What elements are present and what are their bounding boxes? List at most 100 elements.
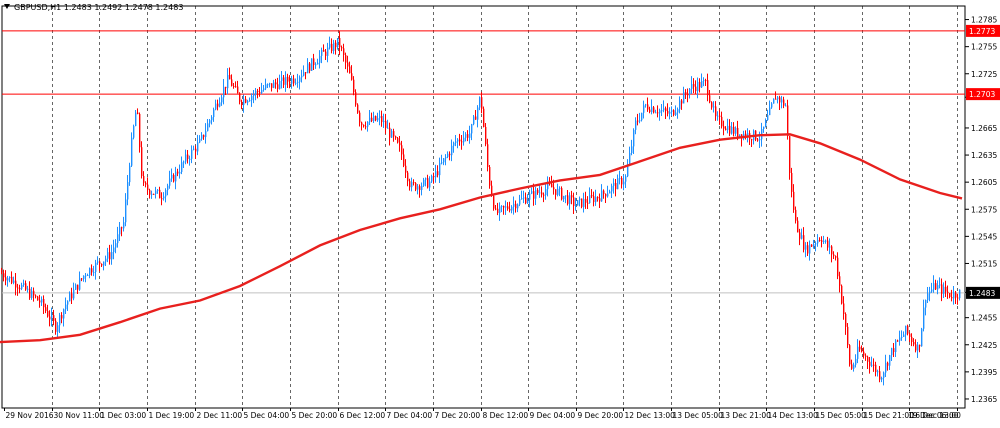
- candle-body: [267, 84, 269, 86]
- candle-body: [883, 372, 885, 378]
- candle-body: [947, 291, 949, 293]
- candle-body: [685, 92, 687, 95]
- candle-body: [801, 235, 803, 239]
- candle-body: [635, 120, 637, 130]
- candle-body: [773, 98, 775, 104]
- y-tick-label: 1.2365: [971, 395, 997, 404]
- candle-body: [191, 149, 193, 159]
- candle-body: [675, 112, 677, 115]
- candle-body: [441, 162, 443, 164]
- candle-body: [835, 256, 837, 258]
- y-tick-label: 1.2725: [971, 70, 997, 79]
- candle-body: [831, 246, 833, 255]
- candle-body: [251, 95, 253, 101]
- candle-body: [757, 139, 759, 141]
- candle-body: [875, 364, 877, 373]
- candle-body: [617, 178, 619, 190]
- candle-body: [279, 80, 281, 89]
- candle-body: [159, 189, 161, 199]
- candle-body: [593, 196, 595, 203]
- candle-body: [491, 185, 493, 196]
- candle-body: [167, 185, 169, 191]
- candle-body: [837, 257, 839, 277]
- y-tick-label: 1.2665: [971, 124, 997, 133]
- candle-body: [891, 348, 893, 356]
- candle-body: [571, 195, 573, 198]
- candle-body: [245, 98, 247, 103]
- candle-body: [415, 183, 417, 190]
- candle-body: [735, 127, 737, 134]
- candle-body: [291, 78, 293, 84]
- candle-body: [517, 204, 519, 209]
- candle-body: [219, 102, 221, 107]
- candle-body: [751, 139, 753, 141]
- candle-body: [139, 113, 141, 148]
- candle-body: [115, 243, 117, 248]
- candle-body: [285, 76, 287, 85]
- candle-body: [223, 86, 225, 98]
- candle-body: [869, 361, 871, 366]
- candle-body: [273, 82, 275, 88]
- candle-body: [177, 171, 179, 174]
- candle-body: [391, 131, 393, 138]
- candle-body: [195, 148, 197, 152]
- candle-body: [253, 94, 255, 96]
- candle-body: [629, 152, 631, 166]
- candle-body: [807, 245, 809, 254]
- candle-body: [747, 133, 749, 138]
- candle-body: [381, 116, 383, 123]
- candle-body: [713, 106, 715, 108]
- candle-body: [355, 92, 357, 105]
- candle-body: [887, 362, 889, 366]
- candle-body: [793, 191, 795, 210]
- candle-body: [729, 125, 731, 134]
- candle-body: [425, 178, 427, 180]
- candle-body: [339, 38, 341, 48]
- candle-body: [591, 195, 593, 197]
- candle-body: [913, 341, 915, 345]
- candle-body: [955, 292, 957, 298]
- candle-body: [321, 50, 323, 56]
- candle-body: [239, 93, 241, 102]
- candle-body: [573, 197, 575, 206]
- candle-body: [347, 62, 349, 67]
- candle-body: [929, 291, 931, 294]
- candle-body: [495, 208, 497, 210]
- candle-body: [483, 108, 485, 127]
- candle-body: [587, 202, 589, 204]
- candle-body: [803, 235, 805, 250]
- candle-body: [33, 290, 35, 296]
- candle-body: [255, 90, 257, 95]
- candle-body: [99, 261, 101, 264]
- candle-body: [665, 108, 667, 111]
- candle-body: [79, 278, 81, 290]
- candle-body: [697, 81, 699, 92]
- candle-body: [567, 195, 569, 204]
- candle-body: [117, 234, 119, 244]
- candle-body: [545, 189, 547, 196]
- dropdown-triangle-icon[interactable]: [4, 4, 10, 9]
- chart-header: GBPUSD,H1 1.2483 1.2492 1.2478 1.2483: [4, 3, 183, 12]
- candle-body: [257, 90, 259, 93]
- candle-body: [937, 285, 939, 290]
- candle-body: [439, 162, 441, 176]
- candle-body: [461, 141, 463, 143]
- candle-body: [405, 165, 407, 173]
- level-label: 1.2703: [969, 90, 995, 99]
- candle-body: [627, 165, 629, 177]
- x-tick-label: 12 Dec 13:00: [625, 411, 676, 420]
- candle-body: [15, 280, 17, 288]
- y-tick-label: 1.2575: [971, 205, 997, 214]
- candle-body: [821, 240, 823, 243]
- candle-body: [705, 80, 707, 82]
- candle-body: [421, 185, 423, 191]
- y-tick-label: 1.2455: [971, 314, 997, 323]
- candle-body: [323, 50, 325, 52]
- candle-body: [689, 88, 691, 95]
- candle-body: [739, 134, 741, 137]
- candle-body: [647, 104, 649, 110]
- candle-body: [857, 346, 859, 359]
- candle-body: [305, 72, 307, 74]
- candle-body: [21, 284, 23, 289]
